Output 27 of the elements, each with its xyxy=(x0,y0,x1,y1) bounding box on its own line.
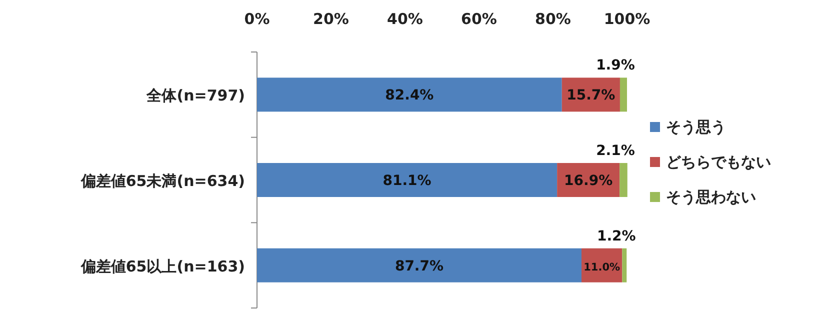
data-label: 82.4% xyxy=(385,88,434,104)
legend-label: どちらでもない xyxy=(666,153,771,171)
x-tick-label: 20% xyxy=(313,10,349,28)
legend-label: そう思わない xyxy=(666,188,756,206)
x-tick-label: 60% xyxy=(461,10,497,28)
y-tick-label: 全体(n=797) xyxy=(146,86,245,105)
data-label: 1.2% xyxy=(596,228,636,244)
data-label: 1.9% xyxy=(596,58,635,74)
x-tick-label: 40% xyxy=(387,10,423,28)
data-label: 81.1% xyxy=(382,173,432,189)
bar xyxy=(620,78,627,112)
bar xyxy=(622,248,627,282)
data-label: 16.9% xyxy=(564,173,613,189)
y-tick-label: 偏差値65以上(n=163) xyxy=(80,257,245,276)
bar xyxy=(257,78,562,112)
data-label: 87.7% xyxy=(394,258,444,274)
y-tick-label: 偏差値65未満(n=634) xyxy=(80,172,245,190)
bar xyxy=(257,248,582,282)
data-label: 15.7% xyxy=(566,88,616,104)
x-tick-label: 80% xyxy=(535,10,571,28)
legend-label: そう思う xyxy=(666,118,726,136)
bar xyxy=(620,163,628,197)
x-tick-label: 0% xyxy=(244,10,270,28)
data-label: 2.1% xyxy=(596,143,635,159)
bar xyxy=(257,163,558,197)
x-tick-label: 100% xyxy=(604,10,650,28)
data-label: 11.0% xyxy=(584,261,621,274)
